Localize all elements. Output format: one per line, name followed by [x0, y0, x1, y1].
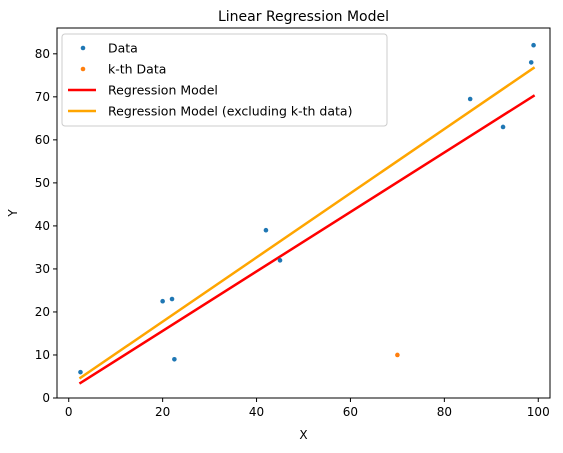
data-point	[169, 296, 175, 302]
legend-label: Data	[108, 41, 138, 56]
regression-line	[78, 66, 536, 380]
legend-label: k-th Data	[108, 62, 166, 77]
regression-line	[78, 94, 536, 385]
x-tick-label: 40	[249, 405, 264, 419]
data-point	[277, 258, 283, 263]
data-point	[78, 369, 83, 375]
x-axis-label: X	[299, 428, 307, 442]
y-tick-label: 60	[35, 133, 50, 147]
y-tick-label: 30	[35, 262, 50, 276]
y-axis: 0 10 20 30 40 50 60 70 80	[35, 47, 57, 405]
data-point	[172, 356, 177, 362]
plot-frame	[56, 27, 551, 399]
y-tick-label: 80	[35, 47, 50, 61]
legend-marker	[80, 45, 86, 51]
y-tick-label: 0	[42, 391, 50, 405]
y-tick-label: 70	[35, 90, 50, 104]
plot-area	[78, 42, 536, 385]
y-tick-label: 10	[35, 348, 50, 362]
x-tick-label: 80	[437, 405, 452, 419]
x-axis: 0 20 40 60 80 100	[65, 398, 550, 419]
y-tick-label: 40	[35, 219, 50, 233]
x-tick-label: 60	[343, 405, 358, 419]
x-tick-label: 100	[527, 405, 550, 419]
x-tick-label: 20	[155, 405, 170, 419]
legend: Data k-th Data Regression Model Regression …	[61, 33, 388, 127]
legend-label: Regression Model (excluding k-th data)	[108, 104, 352, 119]
y-tick-label: 50	[35, 176, 50, 190]
x-tick-label: 0	[65, 405, 73, 419]
legend-box	[61, 33, 388, 127]
data-point	[263, 227, 269, 233]
data-point	[395, 352, 400, 358]
data-point	[467, 96, 473, 102]
data-point	[500, 124, 506, 130]
y-tick-label: 20	[35, 305, 50, 319]
data-point	[160, 298, 165, 304]
data-point	[531, 42, 536, 48]
data-point	[528, 60, 534, 65]
legend-label: Regression Model	[108, 83, 218, 98]
legend-marker	[80, 66, 86, 72]
y-axis-label: Y	[6, 209, 20, 218]
chart-title: Linear Regression Model	[218, 9, 389, 25]
